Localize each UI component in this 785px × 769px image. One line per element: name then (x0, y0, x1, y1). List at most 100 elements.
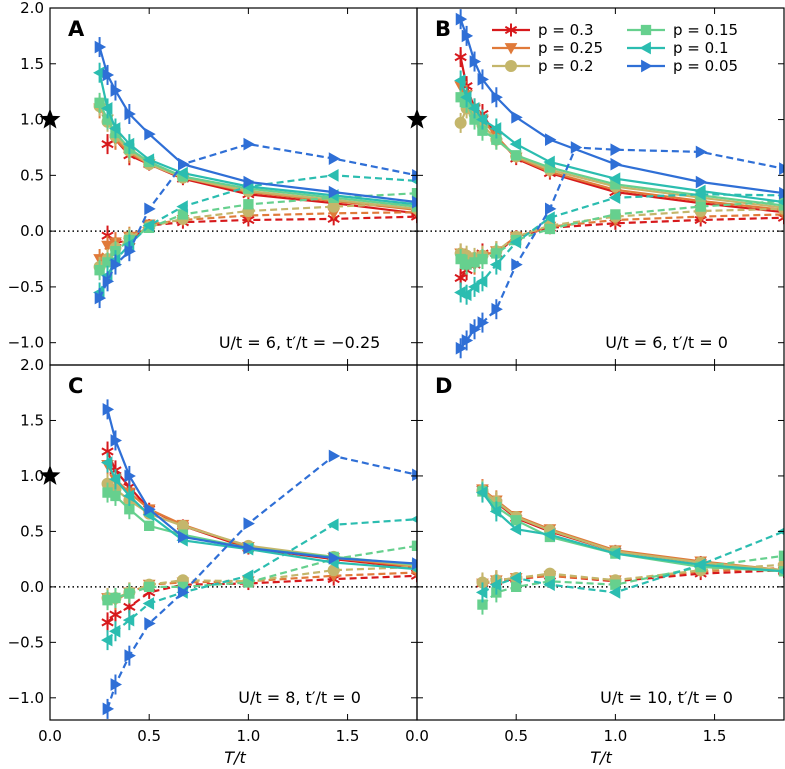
data-point-p0.2 (454, 116, 467, 129)
data-point-p0.05 (461, 334, 474, 347)
series-line-p0.05-solid (98, 46, 417, 204)
data-point-p0.1 (694, 184, 706, 198)
legend-marker (505, 60, 517, 72)
y-tick-label: 0.0 (20, 222, 44, 240)
panel-D: 0.0 0.5 1.0 1.5 D U/t = 10, t′/t = 0 (405, 364, 785, 745)
data-point-p0.05 (102, 702, 115, 716)
legend-label: p = 0.05 (673, 57, 738, 75)
data-point-p0.1 (122, 613, 135, 627)
data-point-p0.1 (608, 586, 621, 599)
legend-marker (639, 41, 651, 55)
series-layer (454, 9, 784, 359)
data-point-p0.15 (94, 97, 105, 109)
panel-A: −1.0 −0.5 0.0 0.5 1.0 1.5 2.0 A U/t = 6, t′/t = … (8, 0, 418, 366)
y-tick-label: 2.0 (20, 356, 44, 374)
panel-B: B U/t = 6, t′/t = 0 (406, 7, 785, 366)
data-point-p0.15 (110, 592, 121, 604)
legend-label: p = 0.1 (673, 39, 728, 57)
y-tick-label: 2.0 (20, 0, 44, 17)
data-point-p0.05 (545, 202, 557, 216)
data-point-p0.05 (328, 185, 341, 199)
data-point-p0.1 (101, 102, 113, 115)
x-tick-label: 0.0 (38, 727, 62, 745)
data-point-p0.05 (124, 649, 136, 663)
data-point-p0.15 (124, 588, 135, 599)
data-point-p0.1 (608, 191, 621, 205)
data-point-p0.05 (102, 403, 115, 416)
legend-item: p = 0.15 (627, 21, 738, 39)
data-point-p0.05 (477, 316, 489, 329)
data-point-p0.05 (779, 186, 784, 200)
legend-marker (504, 23, 518, 37)
data-point-p0.05 (328, 551, 341, 565)
data-point-p0.1 (101, 633, 113, 647)
data-point-p0.1 (509, 571, 522, 585)
series-line-p0.05-solid (106, 409, 417, 565)
data-point-p0.05 (243, 137, 255, 151)
data-point-p0.05 (94, 291, 107, 305)
reference-star-marker (39, 108, 61, 129)
legend-label: p = 0.2 (538, 57, 593, 75)
data-point-p0.05 (695, 145, 708, 159)
panel-letter: C (68, 374, 83, 398)
data-point-p0.15 (511, 150, 522, 161)
data-point-p0.1 (694, 558, 706, 572)
data-point-p0.1 (468, 280, 480, 294)
data-point-p0.05 (243, 175, 255, 189)
data-point-p0.15 (144, 581, 155, 593)
data-point-p0.05 (412, 557, 417, 570)
data-point-p0.05 (328, 152, 341, 165)
series-layer (101, 399, 417, 719)
series-line-p0.05-dashed (459, 146, 784, 349)
data-point-p0.1 (241, 569, 254, 583)
panel-letter: A (68, 17, 85, 41)
data-point-p0.1 (327, 168, 339, 182)
y-tick-label: 1.5 (20, 55, 44, 73)
data-point-p0.15 (511, 581, 522, 593)
reference-star-marker (406, 108, 428, 129)
data-point-p0.1 (509, 137, 522, 151)
data-point-p0.1 (122, 489, 135, 503)
data-point-p0.1 (176, 166, 188, 180)
data-point-p0.05 (695, 175, 708, 189)
data-point-p0.05 (511, 258, 523, 271)
data-point-p0.1 (489, 122, 502, 135)
data-point-p0.05 (124, 244, 136, 258)
data-point-p0.1 (608, 547, 621, 560)
x-axis-label-left: T/t (224, 748, 246, 767)
data-point-p0.15 (477, 599, 488, 610)
series-line-p0.3-solid (459, 56, 784, 214)
data-point-p0.05 (110, 678, 122, 691)
data-point-p0.05 (144, 502, 156, 516)
data-point-p0.05 (124, 107, 136, 121)
data-point-p0.3 (454, 50, 467, 64)
series-line-p0.1-dashed (98, 174, 417, 293)
legend-item: p = 0.3 (492, 21, 593, 39)
series-line-p0.15-dashed (107, 544, 417, 602)
series-line-p0.25-solid (459, 85, 784, 211)
x-tick-label: 1.0 (236, 727, 260, 745)
data-point-p0.1 (327, 518, 339, 532)
panel-annotation: U/t = 6, t′/t = 0 (605, 333, 728, 352)
data-point-p0.1 (460, 90, 472, 104)
data-point-p0.1 (176, 200, 188, 213)
data-point-p0.1 (108, 624, 121, 638)
series-line-p0.1-solid (459, 80, 784, 204)
legend-label: p = 0.25 (538, 39, 603, 57)
data-point-p0.15 (110, 490, 121, 502)
panel-C: −1.0 −0.5 0.0 0.5 1.0 1.5 2.0 0.0 0.5 1.0 1.5 C U/t … (8, 356, 418, 745)
data-point-p0.1 (543, 578, 555, 592)
data-point-p0.15 (511, 515, 522, 526)
data-point-p0.3 (109, 608, 122, 622)
legend-label: p = 0.15 (673, 21, 738, 39)
data-point-p0.1 (101, 456, 113, 469)
data-point-p0.1 (475, 486, 488, 499)
legend-item: p = 0.05 (627, 57, 738, 75)
legend-item: p = 0.25 (492, 39, 603, 57)
data-point-p0.1 (489, 505, 502, 518)
panel-frame (416, 364, 785, 721)
y-tick-label: 0.5 (20, 522, 44, 540)
data-point-p0.15 (491, 134, 502, 145)
panel-annotation: U/t = 6, t′/t = −0.25 (219, 333, 380, 352)
